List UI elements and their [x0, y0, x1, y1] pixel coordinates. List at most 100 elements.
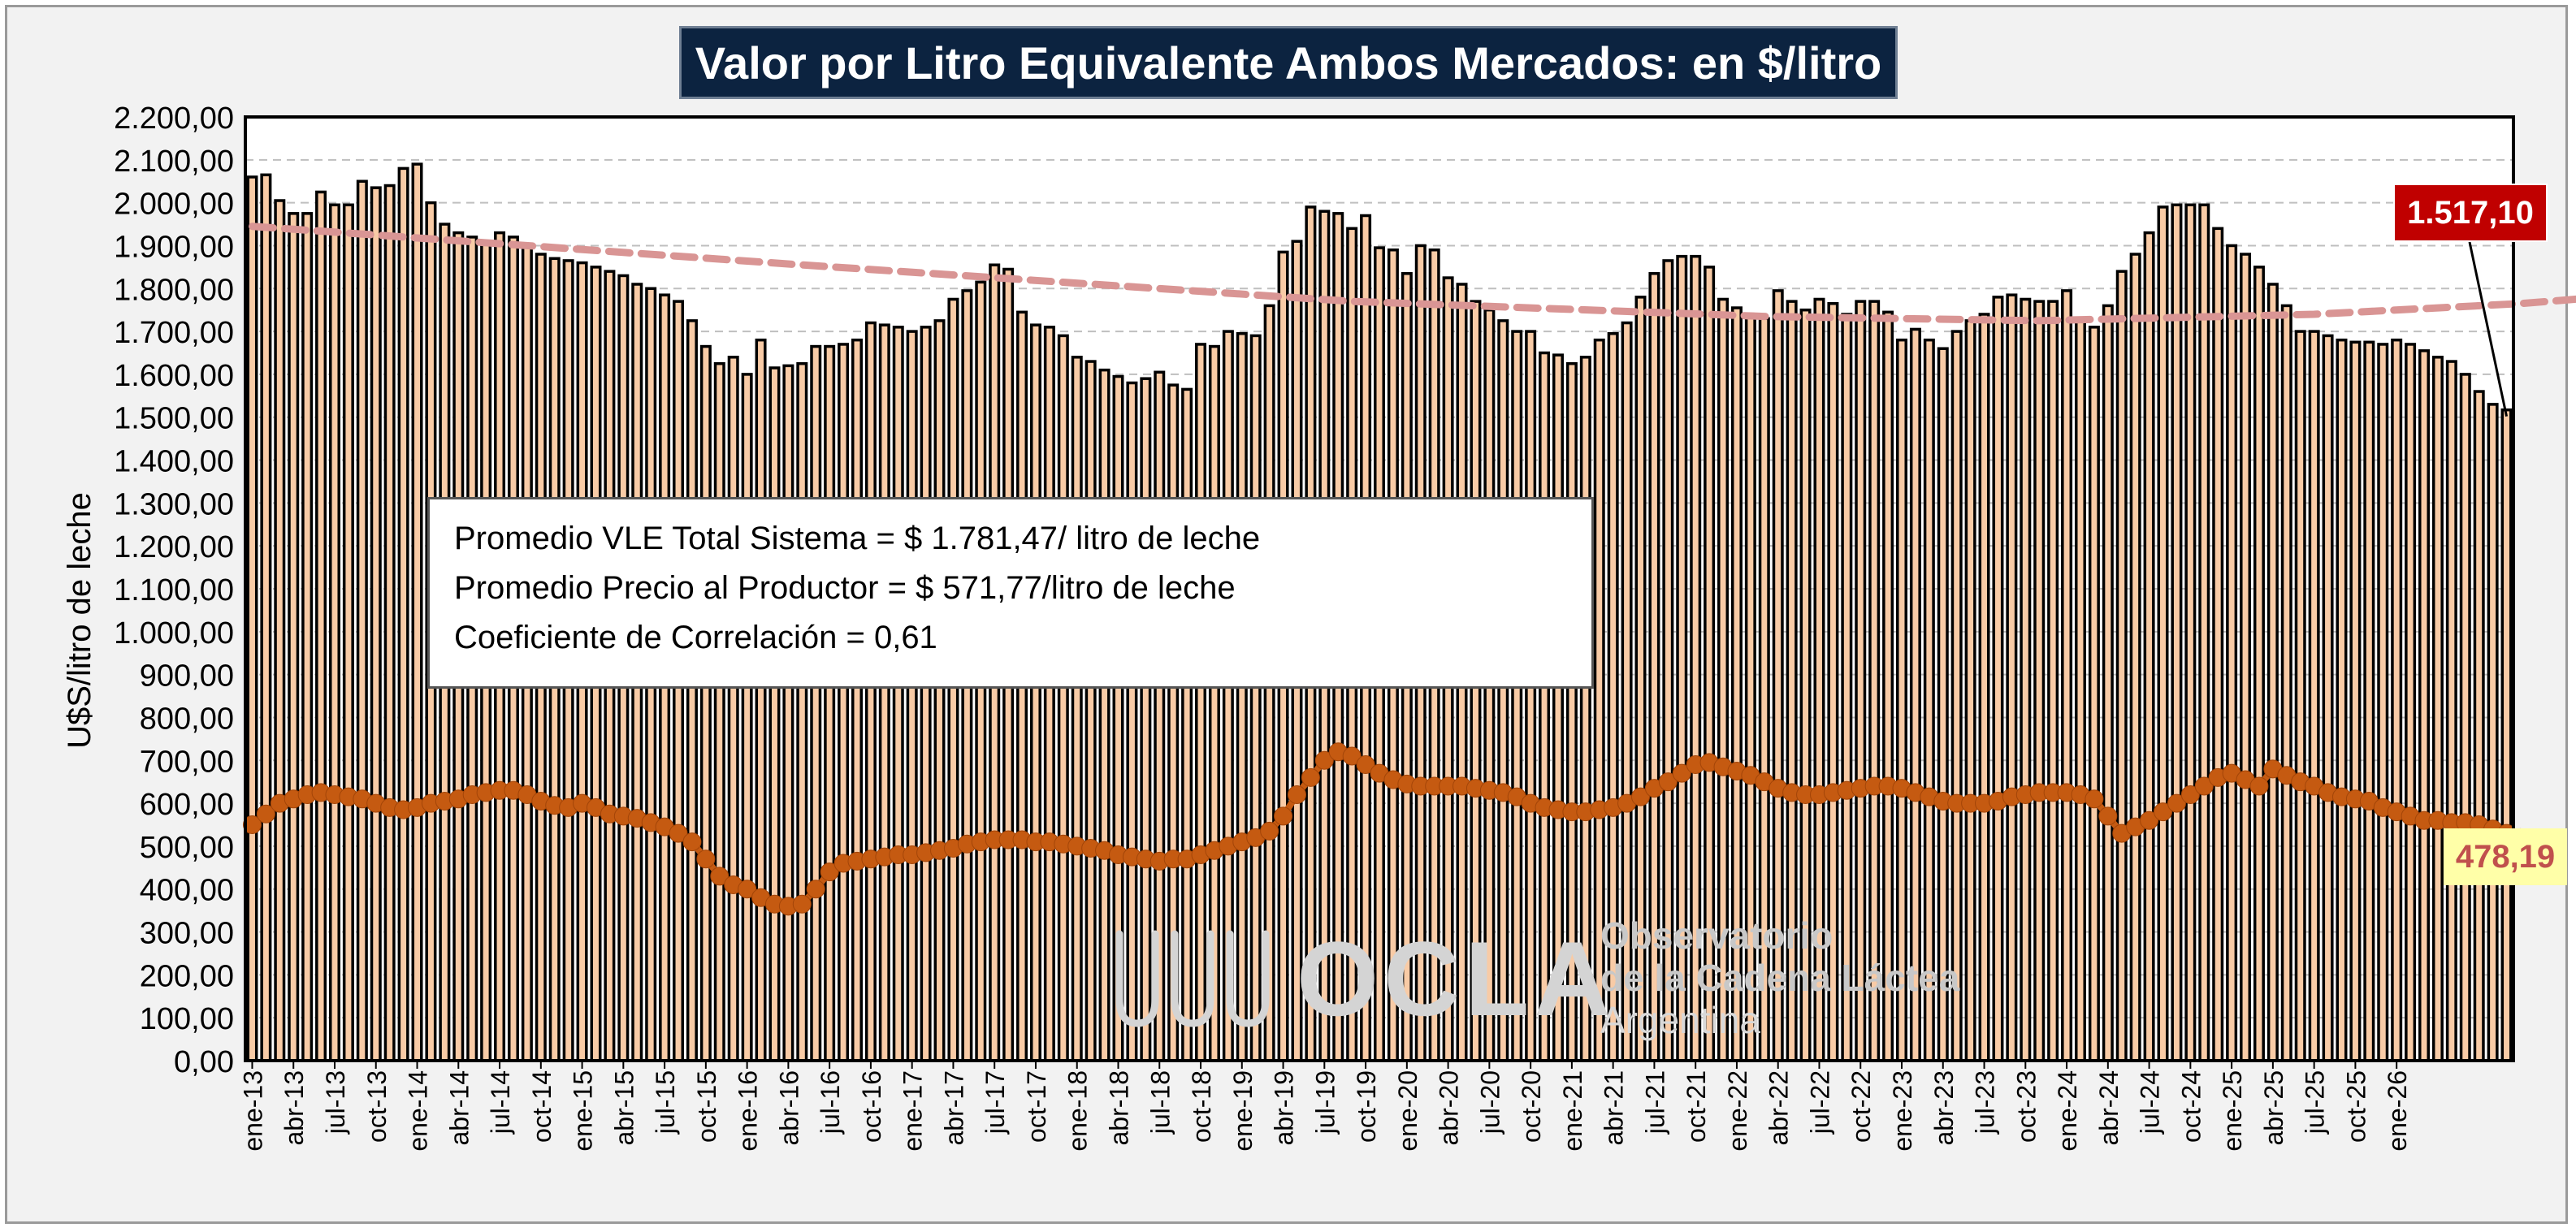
y-axis-label: U$S/litro de leche	[61, 492, 97, 749]
x-tick-label: oct-20	[1517, 1070, 1546, 1143]
bar	[2363, 340, 2375, 1062]
x-tick-label: ene-20	[1393, 1070, 1422, 1152]
bar	[1085, 360, 1097, 1062]
stats-line-vle-average: Promedio VLE Total Sistema = $ 1.781,47/…	[454, 521, 1261, 556]
x-tick-label: jul-16	[816, 1070, 845, 1135]
watermark-name: OCLA	[1297, 919, 1616, 1038]
x-tick-label: oct-25	[2341, 1070, 2370, 1143]
bar	[2280, 304, 2292, 1062]
bar	[2459, 373, 2471, 1062]
x-tick-label: abr-19	[1270, 1070, 1299, 1146]
line-point	[2194, 776, 2214, 796]
bar	[315, 190, 327, 1062]
line-point	[1658, 772, 1678, 792]
y-tick-label: 100,00	[140, 1002, 234, 1036]
y-tick-label: 1.500,00	[114, 402, 234, 436]
line-point	[2249, 776, 2269, 796]
line-point	[1342, 746, 1362, 766]
y-tick-label: 1.100,00	[114, 573, 234, 607]
bar	[328, 203, 340, 1062]
bar	[2184, 203, 2197, 1062]
x-tick-label: oct-16	[857, 1070, 886, 1143]
bar	[741, 373, 753, 1062]
bar	[274, 199, 286, 1062]
bar	[2047, 300, 2059, 1062]
x-tick-label: ene-15	[569, 1070, 598, 1152]
bar	[2074, 317, 2086, 1062]
bar	[2240, 253, 2252, 1062]
x-tick-label: jul-22	[1805, 1070, 1834, 1135]
x-tick-label: ene-18	[1063, 1070, 1093, 1152]
bar	[1043, 326, 1055, 1062]
x-tick-label: jul-20	[1475, 1070, 1504, 1135]
bar	[824, 344, 836, 1062]
x-tick-label: jul-24	[2136, 1070, 2165, 1135]
x-tick-label: ene-23	[1888, 1070, 1917, 1152]
bar	[2143, 231, 2155, 1062]
bar	[878, 323, 890, 1062]
watermark-line-1: Observatorio	[1600, 914, 1834, 957]
bar	[2500, 408, 2513, 1062]
line-point	[242, 815, 262, 834]
line-point	[2167, 793, 2186, 813]
y-tick-label: 1.700,00	[114, 316, 234, 350]
bar	[2006, 293, 2018, 1062]
bar	[851, 338, 863, 1062]
x-tick-label: ene-21	[1558, 1070, 1587, 1152]
line-point	[1301, 767, 1320, 787]
bar	[342, 203, 354, 1062]
x-tick-label: oct-22	[1846, 1070, 1876, 1143]
x-tick-label: abr-22	[1764, 1070, 1794, 1146]
x-tick-label: jul-13	[321, 1070, 350, 1135]
x-tick-label: abr-21	[1600, 1070, 1629, 1146]
bar	[2418, 349, 2431, 1062]
line-point	[1287, 785, 1306, 805]
y-tick-label: 400,00	[140, 874, 234, 908]
bar	[755, 338, 767, 1062]
bar	[838, 343, 850, 1062]
x-tick-labels: ene-13 abr-13 jul-13 oct-13 ene-14 abr-14 jul-…	[238, 1061, 2412, 1152]
stats-box: Promedio VLE Total Sistema = $ 1.781,47/…	[427, 497, 1594, 689]
y-tick-labels: 0,00 100,00 200,00 300,00 400,00 500,00 600,00…	[114, 102, 234, 1079]
last-bar-leader-line	[2468, 241, 2509, 417]
bar	[2294, 330, 2306, 1062]
y-tick-label: 1.200,00	[114, 530, 234, 564]
x-tick-label: oct-14	[527, 1070, 556, 1143]
line-point	[738, 880, 757, 899]
line-point	[2154, 802, 2173, 822]
y-tick-label: 2.000,00	[114, 188, 234, 222]
x-tick-label: ene-17	[898, 1070, 928, 1152]
y-tick-label: 0,00	[174, 1045, 234, 1079]
x-tick-label: jul-15	[651, 1070, 680, 1135]
bar	[727, 356, 739, 1062]
line-point	[256, 804, 275, 823]
bar	[810, 344, 822, 1062]
bar	[2308, 330, 2320, 1062]
y-tick-label: 200,00	[140, 959, 234, 993]
line-point	[1631, 787, 1651, 806]
bar	[2322, 334, 2334, 1062]
bar	[768, 366, 781, 1062]
x-tick-label: abr-15	[609, 1070, 639, 1146]
bar	[686, 319, 698, 1062]
y-tick-label: 1.600,00	[114, 359, 234, 393]
x-tick-label: jul-23	[1971, 1070, 2000, 1135]
bar	[2033, 300, 2046, 1062]
bar	[933, 319, 946, 1062]
x-tick-label: ene-14	[404, 1070, 433, 1152]
y-tick-label: 700,00	[140, 745, 234, 779]
x-tick-label: oct-21	[1682, 1070, 1711, 1143]
stats-line-correlation: Coeficiente de Correlación = 0,61	[454, 620, 937, 655]
line-point	[710, 867, 730, 886]
bar	[2198, 203, 2210, 1062]
x-tick-label: jul-17	[981, 1070, 1010, 1135]
x-tick-label: jul-18	[1145, 1070, 1175, 1135]
bar	[2349, 340, 2362, 1062]
x-tick-label: abr-20	[1435, 1070, 1464, 1146]
bar	[2129, 253, 2141, 1062]
watermark-line-3: Argentina	[1600, 999, 1760, 1041]
last-line-value-label: 478,19	[2444, 828, 2567, 885]
bar	[2171, 203, 2183, 1062]
bar	[397, 166, 409, 1062]
